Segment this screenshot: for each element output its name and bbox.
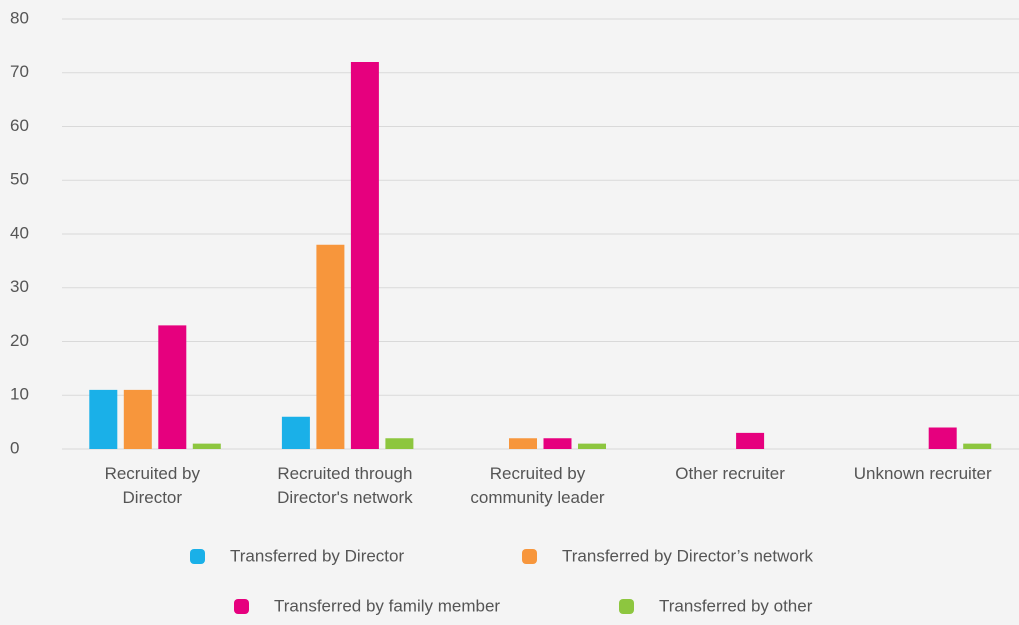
legend-marker [234,599,249,614]
legend-marker [190,549,205,564]
y-tick-label: 80 [10,8,29,27]
bar [385,438,414,449]
bar [316,244,345,449]
legend-label: Transferred by family member [274,596,500,615]
bar [963,443,992,449]
legend-label: Transferred by other [659,596,813,615]
bar [158,325,187,449]
bar [192,443,221,449]
bar [578,443,606,449]
bar [350,62,379,449]
legend-marker [522,549,537,564]
y-tick-label: 0 [10,438,19,457]
y-tick-label: 60 [10,116,29,135]
bar [123,389,152,449]
legend-label: Transferred by Director [230,546,404,565]
legend-marker [619,599,634,614]
y-tick-label: 50 [10,170,29,189]
bar [89,389,118,449]
x-tick-label: Recruited through Director's network [277,464,413,507]
x-tick-label: Recruited by community leader [470,464,605,507]
x-tick-label: Recruited by Director [105,464,201,507]
y-tick-label: 40 [10,223,29,242]
bar [543,438,572,449]
y-tick-label: 30 [10,277,29,296]
bar [281,416,310,449]
bar [928,427,957,449]
legend-label: Transferred by Director’s network [562,546,813,565]
bar [509,438,537,449]
y-tick-label: 70 [10,62,29,81]
bar [736,432,765,449]
y-tick-label: 20 [10,331,29,350]
x-tick-label: Other recruiter [675,464,785,483]
x-tick-label: Unknown recruiter [854,464,992,483]
y-tick-label: 10 [10,385,29,404]
